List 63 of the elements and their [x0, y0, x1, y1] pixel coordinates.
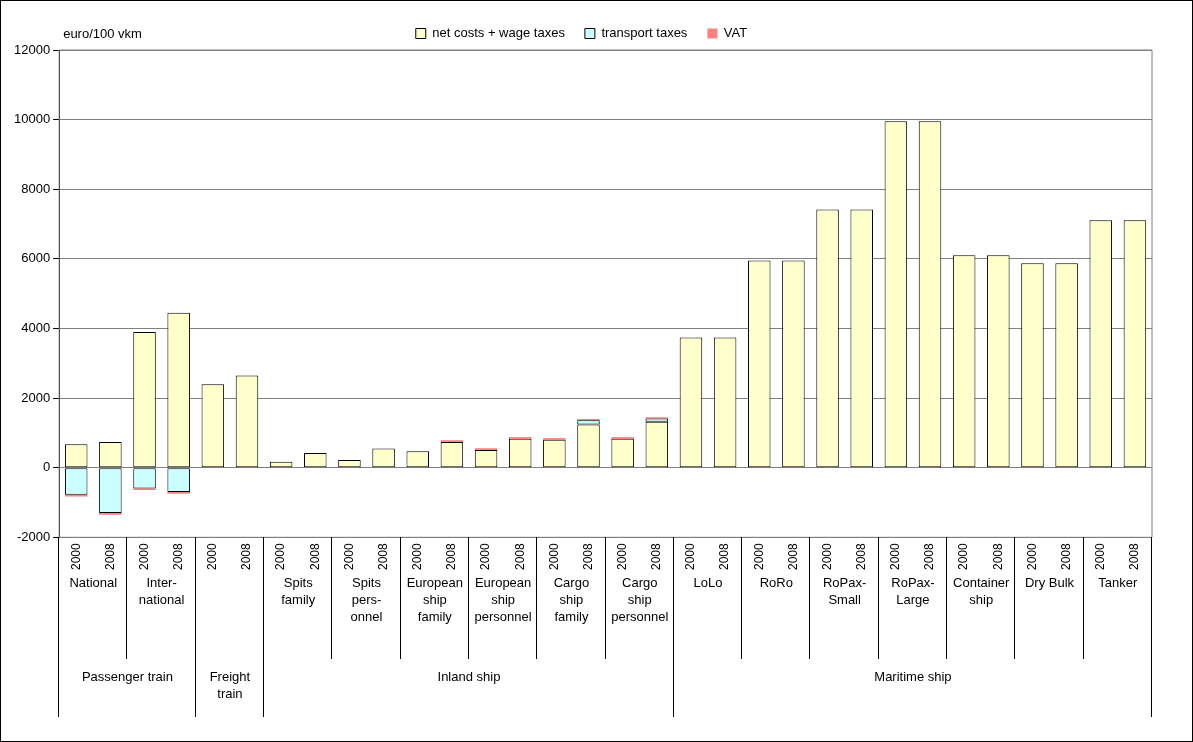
legend-label: VAT	[723, 25, 748, 41]
x-tick-label: 2008	[1127, 542, 1142, 571]
x-tick-label: 2000	[888, 542, 903, 571]
x-tick-label: 2008	[1058, 542, 1073, 571]
text: Spits pers- onnel	[350, 575, 383, 625]
x-tick-label: 2000	[1093, 542, 1108, 571]
y-tick-label: 10000	[13, 111, 51, 127]
text: RoPax- Large	[891, 575, 935, 608]
legend-label: net costs + wage taxes	[432, 25, 566, 41]
x-tick-label: 2000	[136, 542, 151, 571]
x-tick-label: 2008	[444, 542, 459, 571]
text: Maritime ship	[874, 669, 952, 685]
text: Passenger train	[81, 669, 173, 685]
x-tick-label: 2008	[102, 542, 117, 571]
x-tick-label: 2000	[956, 542, 971, 571]
x-tick-label: 2000	[68, 542, 83, 571]
x-tick-label: 2000	[478, 542, 493, 571]
x-tick-label: 2008	[649, 542, 664, 571]
text: RoPax- Small	[822, 575, 867, 608]
y-tick-label: 4000	[21, 320, 51, 336]
x-tick-label: 2000	[273, 542, 288, 571]
x-tick-label: 2008	[990, 542, 1005, 571]
y-tick-label: 2000	[21, 389, 51, 405]
x-tick-label: 2000	[614, 542, 629, 571]
text: European ship personnel	[474, 575, 532, 625]
text: Dry Bulk	[1024, 575, 1075, 591]
text: Freight train	[209, 669, 251, 702]
text: Cargo ship family	[553, 575, 590, 625]
x-tick-label: 2008	[785, 542, 800, 571]
x-tick-label: 2000	[751, 542, 766, 571]
x-tick-label: 2008	[239, 542, 254, 571]
x-tick-label: 2008	[922, 542, 937, 571]
x-tick-label: 2008	[580, 542, 595, 571]
x-tick-label: 2000	[683, 542, 698, 571]
legend-label: transport taxes	[601, 25, 688, 41]
x-tick-label: 2000	[341, 542, 356, 571]
text: Container ship	[953, 575, 1011, 608]
text: LoLo	[693, 575, 723, 591]
x-tick-label: 2008	[307, 542, 322, 571]
x-tick-label: 2000	[1024, 542, 1039, 571]
text: European ship family	[406, 575, 464, 625]
text: National	[69, 575, 118, 591]
y-tick-label: 8000	[21, 180, 51, 196]
text: Cargo ship personnel	[611, 575, 669, 625]
x-tick-label: 2008	[375, 542, 390, 571]
text: Inland ship	[437, 669, 501, 685]
x-tick-label: 2008	[854, 542, 869, 571]
x-tick-label: 2008	[717, 542, 732, 571]
text: Tanker	[1098, 575, 1139, 591]
x-tick-label: 2008	[512, 542, 527, 571]
x-tick-label: 2000	[205, 542, 220, 571]
y-tick-label: 12000	[13, 41, 51, 57]
y-axis-title: euro/100 vkm	[63, 25, 142, 41]
text: Spits family	[281, 575, 316, 608]
x-tick-label: 2000	[819, 542, 834, 571]
y-tick-label: 6000	[21, 250, 51, 266]
y-tick-label: -2000	[16, 528, 51, 544]
text: Inter- national	[138, 575, 185, 608]
x-tick-label: 2008	[170, 542, 185, 571]
text: RoRo	[759, 575, 793, 591]
x-tick-label: 2000	[410, 542, 425, 571]
x-tick-label: 2000	[546, 542, 561, 571]
y-tick-label: 0	[42, 459, 51, 475]
